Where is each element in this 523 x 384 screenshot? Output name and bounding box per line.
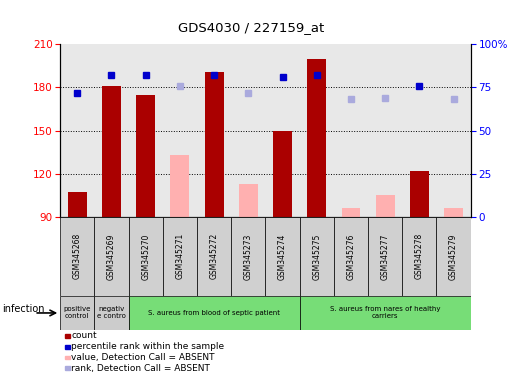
Text: S. aureus from blood of septic patient: S. aureus from blood of septic patient [148,310,280,316]
Text: GSM345268: GSM345268 [73,233,82,280]
Text: GSM345272: GSM345272 [210,233,219,280]
Bar [129,296,300,330]
Bar [60,217,94,296]
Bar [204,71,223,217]
Bar [60,296,94,330]
Bar [402,217,437,296]
Bar [163,217,197,296]
Text: value, Detection Call = ABSENT: value, Detection Call = ABSENT [71,353,214,362]
Bar [266,217,300,296]
Bar [444,209,463,217]
Bar [197,217,231,296]
Bar [410,171,429,217]
Text: GDS4030 / 227159_at: GDS4030 / 227159_at [178,21,324,34]
Text: GSM345277: GSM345277 [381,233,390,280]
Bar [129,217,163,296]
Text: GSM345279: GSM345279 [449,233,458,280]
Bar [68,192,87,217]
Text: GSM345276: GSM345276 [346,233,356,280]
Bar [273,131,292,217]
Bar [102,86,121,217]
Bar [300,296,471,330]
Text: GSM345273: GSM345273 [244,233,253,280]
Text: negativ
e contro: negativ e contro [97,306,126,319]
Bar [94,296,129,330]
Text: S. aureus from nares of healthy
carriers: S. aureus from nares of healthy carriers [330,306,440,319]
Bar [231,217,266,296]
Bar [239,184,258,217]
Text: infection: infection [3,304,45,314]
Text: GSM345269: GSM345269 [107,233,116,280]
Text: positive
control: positive control [64,306,91,319]
Bar [342,209,360,217]
Text: GSM345278: GSM345278 [415,233,424,280]
Bar [308,58,326,217]
Text: percentile rank within the sample: percentile rank within the sample [71,342,224,351]
Bar [300,217,334,296]
Text: count: count [71,331,97,341]
Bar [170,155,189,217]
Bar [376,195,394,217]
Bar [334,217,368,296]
Bar [137,94,155,217]
Text: GSM345270: GSM345270 [141,233,150,280]
Text: GSM345275: GSM345275 [312,233,321,280]
Bar [437,217,471,296]
Text: rank, Detection Call = ABSENT: rank, Detection Call = ABSENT [71,364,210,373]
Bar [94,217,129,296]
Text: GSM345271: GSM345271 [175,233,185,280]
Bar [368,217,402,296]
Text: GSM345274: GSM345274 [278,233,287,280]
